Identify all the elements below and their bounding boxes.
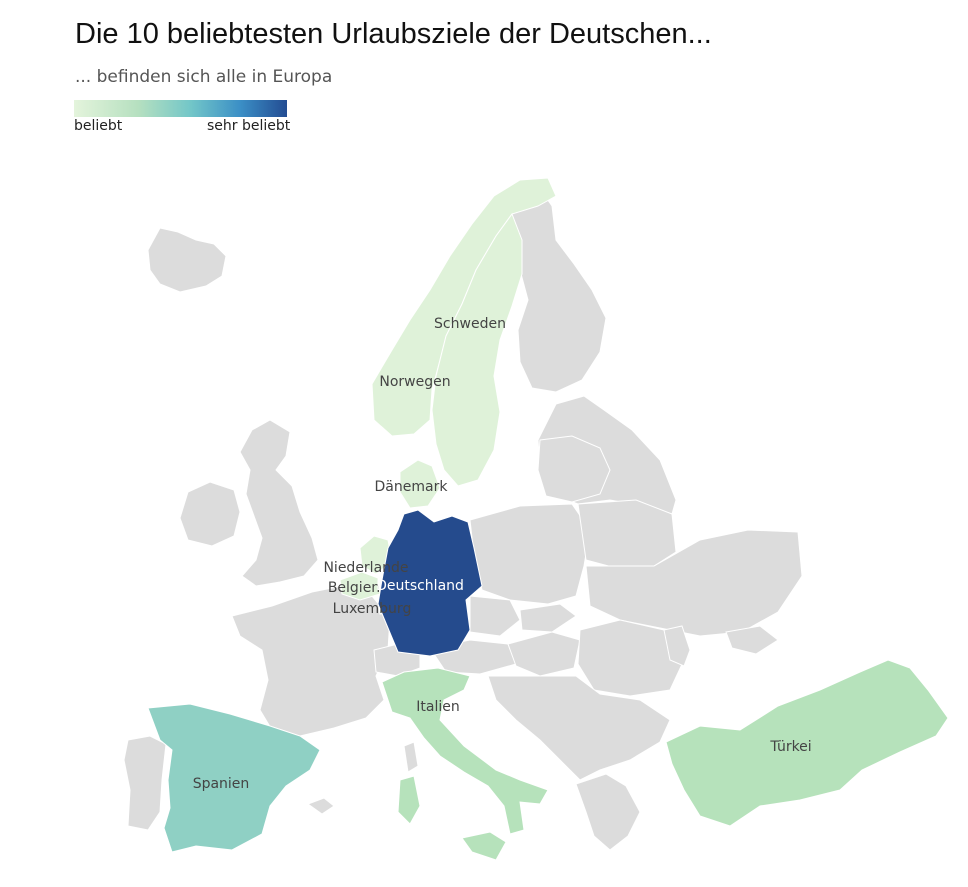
country-portugal[interactable] bbox=[123, 735, 167, 831]
legend-high-label: sehr beliebt bbox=[207, 118, 291, 134]
region-crimea[interactable] bbox=[725, 625, 779, 655]
country-turkey[interactable] bbox=[665, 659, 949, 827]
country-czechia[interactable] bbox=[469, 595, 521, 637]
country-sweden[interactable] bbox=[431, 212, 523, 487]
country-greece[interactable] bbox=[575, 773, 641, 851]
country-balkans[interactable] bbox=[487, 675, 671, 781]
label-spain: Spanien bbox=[193, 776, 250, 792]
label-norway: Norwegen bbox=[379, 374, 450, 390]
country-denmark[interactable] bbox=[399, 459, 441, 509]
country-italy[interactable] bbox=[381, 667, 549, 835]
country-spain[interactable] bbox=[147, 703, 321, 853]
label-luxembourg: Luxemburg bbox=[333, 601, 412, 617]
country-france[interactable] bbox=[231, 585, 391, 737]
map-subtitle: ... befinden sich alle in Europa bbox=[75, 67, 333, 87]
country-slovakia[interactable] bbox=[519, 603, 577, 633]
island-sardinia[interactable] bbox=[397, 775, 421, 825]
country-baltics[interactable] bbox=[537, 435, 611, 503]
island-corsica[interactable] bbox=[403, 741, 419, 773]
label-germany: Deutschland bbox=[376, 578, 464, 594]
label-netherlands: Niederlande bbox=[323, 560, 408, 576]
country-ireland[interactable] bbox=[179, 481, 241, 547]
country-hungary[interactable] bbox=[507, 631, 581, 677]
country-germany[interactable] bbox=[377, 509, 483, 657]
country-united-kingdom[interactable] bbox=[239, 419, 319, 587]
country-poland[interactable] bbox=[469, 503, 591, 605]
country-moldova[interactable] bbox=[663, 625, 691, 667]
legend-low-label: beliebt bbox=[74, 118, 123, 134]
legend-color-scale bbox=[74, 100, 287, 117]
label-italy: Italien bbox=[416, 699, 459, 715]
island-baleares[interactable] bbox=[306, 797, 335, 815]
label-belgium: Belgien bbox=[328, 580, 380, 596]
label-denmark: Dänemark bbox=[375, 479, 449, 495]
country-iceland[interactable] bbox=[147, 227, 227, 293]
label-turkey: Türkei bbox=[769, 739, 811, 755]
country-romania[interactable] bbox=[577, 619, 685, 697]
country-belarus[interactable] bbox=[577, 499, 677, 569]
map-title: Die 10 beliebtesten Urlaubsziele der Deu… bbox=[75, 18, 712, 50]
label-sweden: Schweden bbox=[434, 316, 506, 332]
island-sicily[interactable] bbox=[461, 831, 507, 861]
